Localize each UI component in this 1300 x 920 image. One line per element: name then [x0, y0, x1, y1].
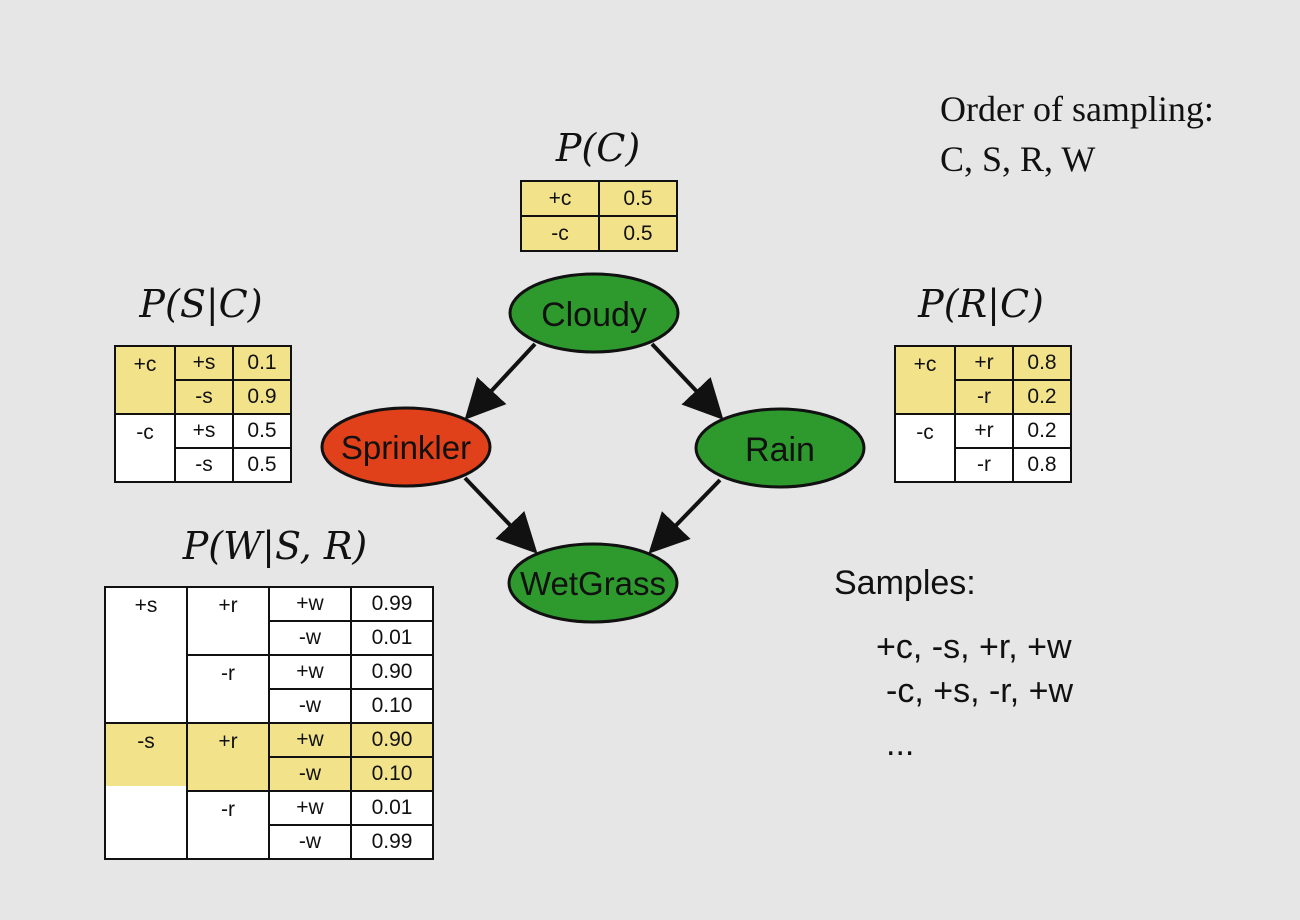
order-sequence: C, S, R, W [940, 139, 1096, 179]
table-row: +s +r +w 0.99 [104, 586, 434, 724]
psc-table: +c +s 0.1 -s 0.9 -c +s 0.5 -s 0.5 [114, 345, 292, 483]
table-row: -c +s 0.5 [114, 413, 292, 483]
pwsr-w-cell: +w [268, 654, 352, 690]
edge-cloudy-rain [650, 342, 724, 420]
psc-prob-cell: 0.9 [232, 379, 292, 415]
pwsr-w-cell: -w [268, 824, 352, 860]
pwsr-r-cell: -r [186, 790, 270, 860]
edge-cloudy-sprinkler [464, 342, 537, 420]
table-row: +c +s 0.1 [114, 345, 292, 415]
pwsr-prob-cell: 0.01 [350, 790, 434, 826]
psc-prob-cell: 0.5 [232, 447, 292, 483]
table-row: -w 0.10 [105, 688, 434, 724]
prc-title: P(R|C) [918, 282, 1044, 326]
table-row: -w 0.01 [105, 620, 434, 656]
pwsr-prob-cell: 0.90 [350, 654, 434, 690]
edge-sprinkler-wetgrass [463, 476, 538, 554]
sample-line: +c, -s, +r, +w [876, 628, 1072, 666]
pwsr-w-cell: -w [268, 756, 352, 792]
prc-prob-cell: 0.2 [1012, 413, 1072, 449]
pwsr-s-cell: +s [104, 586, 188, 724]
pwsr-prob-cell: 0.01 [350, 620, 434, 656]
pc-c-cell: +c [520, 180, 600, 217]
table-row: -s 0.5 [115, 447, 292, 483]
pwsr-title: P(W|S, R) [182, 524, 368, 568]
table-row: -r 0.2 [895, 379, 1072, 415]
prc-prob-cell: 0.8 [1012, 345, 1072, 381]
node-wetgrass-label: WetGrass [520, 565, 666, 602]
psc-c-cell: -c [114, 413, 176, 483]
table-row: -s +r +w 0.90 [104, 722, 434, 860]
prc-r-cell: -r [954, 379, 1014, 415]
prc-c-cell: +c [894, 345, 956, 415]
psc-s-cell: -s [174, 379, 234, 415]
pwsr-s-cell: -s [104, 722, 188, 860]
node-cloudy [508, 272, 680, 354]
pwsr-prob-cell: 0.99 [350, 586, 434, 622]
pwsr-prob-cell: 0.10 [350, 756, 434, 792]
prc-r-cell: +r [954, 413, 1014, 449]
node-sprinkler [320, 406, 492, 488]
prc-table: +c +r 0.8 -r 0.2 -c +r 0.2 -r 0.8 [894, 345, 1072, 483]
table-row: -c 0.5 [520, 215, 678, 252]
psc-prob-cell: 0.5 [232, 413, 292, 449]
psc-title: P(S|C) [139, 282, 263, 326]
pwsr-r-cell: +r [186, 722, 270, 792]
psc-s-cell: +s [174, 345, 234, 381]
edge-rain-wetgrass [648, 478, 722, 554]
pc-c-cell: -c [520, 215, 600, 252]
psc-c-cell: +c [114, 345, 176, 415]
pwsr-prob-cell: 0.10 [350, 688, 434, 724]
node-rain-label: Rain [745, 431, 815, 469]
node-sprinkler-label: Sprinkler [341, 429, 471, 466]
samples-title: Samples: [834, 564, 976, 602]
table-row: -r 0.8 [895, 447, 1072, 483]
prc-c-cell: -c [894, 413, 956, 483]
pwsr-s-highlight: -s [106, 724, 186, 786]
sample-line: -c, +s, -r, +w [886, 672, 1074, 710]
psc-s-cell: +s [174, 413, 234, 449]
pc-prob-cell: 0.5 [598, 215, 678, 252]
order-title: Order of sampling: [940, 89, 1214, 129]
psc-prob-cell: 0.1 [232, 345, 292, 381]
pwsr-w-cell: -w [268, 688, 352, 724]
prc-r-cell: +r [954, 345, 1014, 381]
pwsr-w-cell: +w [268, 722, 352, 758]
sample-ellipsis: ... [886, 725, 915, 763]
pc-prob-cell: 0.5 [598, 180, 678, 217]
pwsr-table: +s +r +w 0.99 -w 0.01 -r +w 0.90 -w 0.10… [104, 586, 434, 860]
table-row: -w 0.99 [105, 824, 434, 860]
table-row: -w 0.10 [105, 756, 434, 792]
pc-title: P(C) [555, 126, 641, 170]
table-row: +c +r 0.8 [894, 345, 1072, 415]
table-row: -r +w 0.90 [105, 654, 434, 724]
pwsr-w-cell: +w [268, 790, 352, 826]
node-wetgrass [507, 542, 679, 624]
table-row: +c 0.5 [520, 180, 678, 217]
pwsr-w-cell: -w [268, 620, 352, 656]
node-rain [694, 407, 866, 489]
table-row: -s 0.9 [115, 379, 292, 415]
table-row: -c +r 0.2 [894, 413, 1072, 483]
table-row: -r +w 0.01 [105, 790, 434, 860]
pwsr-r-cell: -r [186, 654, 270, 724]
node-cloudy-label: Cloudy [541, 296, 647, 334]
psc-s-cell: -s [174, 447, 234, 483]
pwsr-w-cell: +w [268, 586, 352, 622]
pwsr-prob-cell: 0.99 [350, 824, 434, 860]
pwsr-prob-cell: 0.90 [350, 722, 434, 758]
pc-table: +c 0.5 -c 0.5 [520, 180, 678, 252]
pwsr-r-cell: +r [186, 586, 270, 656]
order-of-sampling: Order of sampling: C, S, R, W [940, 84, 1214, 184]
prc-prob-cell: 0.2 [1012, 379, 1072, 415]
prc-prob-cell: 0.8 [1012, 447, 1072, 483]
prc-r-cell: -r [954, 447, 1014, 483]
